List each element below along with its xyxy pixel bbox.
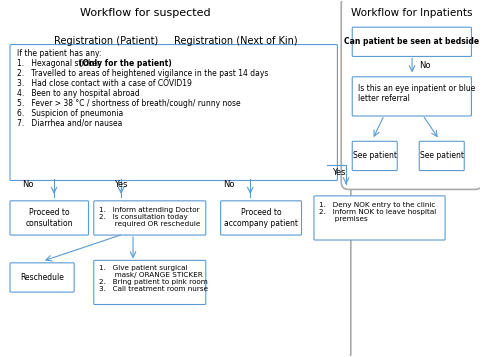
FancyBboxPatch shape <box>10 263 74 292</box>
FancyBboxPatch shape <box>10 45 338 181</box>
Text: Is this an eye inpatient or blue
letter referral: Is this an eye inpatient or blue letter … <box>358 84 476 103</box>
Text: Reschedule: Reschedule <box>20 273 64 282</box>
Text: 4.   Been to any hospital abroad: 4. Been to any hospital abroad <box>16 89 140 98</box>
Text: Registration (Patient): Registration (Patient) <box>54 36 158 46</box>
FancyBboxPatch shape <box>94 201 206 235</box>
Text: If the patient has any:: If the patient has any: <box>16 49 101 58</box>
FancyBboxPatch shape <box>341 0 482 190</box>
Text: Workflow for Inpatients: Workflow for Inpatients <box>352 8 473 18</box>
Text: 3.   Had close contact with a case of COVID19: 3. Had close contact with a case of COVI… <box>16 79 192 88</box>
Text: (Only for the patient): (Only for the patient) <box>79 59 172 69</box>
Text: Proceed to
accompany patient: Proceed to accompany patient <box>224 208 298 228</box>
FancyBboxPatch shape <box>94 260 206 305</box>
FancyBboxPatch shape <box>352 141 397 171</box>
FancyBboxPatch shape <box>420 141 465 171</box>
FancyBboxPatch shape <box>0 0 351 357</box>
FancyBboxPatch shape <box>352 27 472 56</box>
Text: Proceed to
consultation: Proceed to consultation <box>26 208 73 228</box>
Text: 7.   Diarrhea and/or nausea: 7. Diarrhea and/or nausea <box>16 119 122 128</box>
Text: 1.   Deny NOK entry to the clinic
2.   Inform NOK to leave hospital
       premi: 1. Deny NOK entry to the clinic 2. Infor… <box>318 202 436 222</box>
Text: See patient: See patient <box>420 151 464 160</box>
Text: No: No <box>22 180 34 189</box>
Text: 6.   Suspicion of pneumonia: 6. Suspicion of pneumonia <box>16 109 123 118</box>
Text: Yes: Yes <box>332 167 345 177</box>
FancyBboxPatch shape <box>10 201 88 235</box>
Text: 2.   Travelled to areas of heightened vigilance in the past 14 days: 2. Travelled to areas of heightened vigi… <box>16 69 268 78</box>
Text: No: No <box>223 180 234 189</box>
FancyBboxPatch shape <box>314 196 445 240</box>
Text: See patient: See patient <box>352 151 397 160</box>
Text: Yes: Yes <box>114 180 128 189</box>
FancyBboxPatch shape <box>352 77 472 116</box>
Text: 5.   Fever > 38 °C / shortness of breath/cough/ runny nose: 5. Fever > 38 °C / shortness of breath/c… <box>16 99 240 108</box>
Text: 1.   Give patient surgical
       mask/ ORANGE STICKER
2.   Bring patient to pin: 1. Give patient surgical mask/ ORANGE ST… <box>98 265 208 292</box>
Text: No: No <box>419 61 430 70</box>
Text: Registration (Next of Kin): Registration (Next of Kin) <box>174 36 298 46</box>
Text: Workflow for suspected: Workflow for suspected <box>80 8 210 18</box>
Text: 1.   Inform attending Doctor
2.   Is consultation today
       required OR resch: 1. Inform attending Doctor 2. Is consult… <box>98 207 200 227</box>
Text: 1.   Hexagonal sticker: 1. Hexagonal sticker <box>16 59 102 69</box>
FancyBboxPatch shape <box>220 201 302 235</box>
Text: Can patient be seen at bedside: Can patient be seen at bedside <box>344 37 480 46</box>
